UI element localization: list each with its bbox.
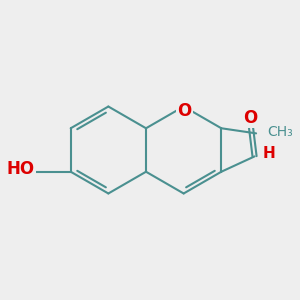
Text: O: O	[178, 102, 192, 120]
Text: O: O	[243, 109, 258, 127]
Text: H: H	[262, 146, 275, 161]
Text: CH₃: CH₃	[267, 125, 293, 140]
Text: HO: HO	[7, 160, 34, 178]
